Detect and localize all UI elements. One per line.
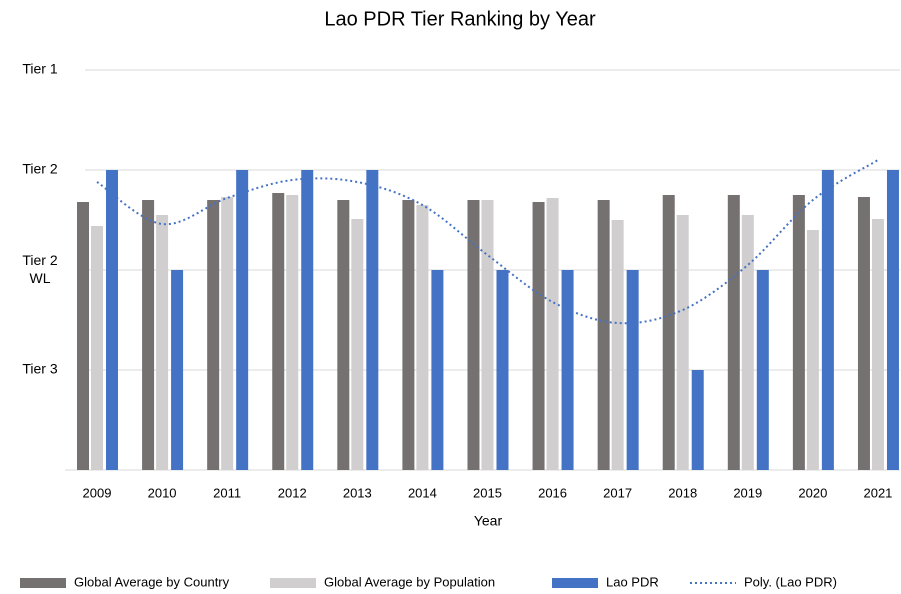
x-tick-label: 2012 <box>278 485 307 500</box>
bar <box>821 170 834 470</box>
y-tick-label-line: Tier 2 <box>22 252 57 268</box>
bar <box>301 170 314 470</box>
bar <box>351 219 364 470</box>
bar <box>366 170 379 470</box>
bar <box>272 193 285 470</box>
x-tick-label: 2016 <box>538 485 567 500</box>
bar <box>871 219 884 470</box>
bar <box>481 200 494 470</box>
bar <box>496 270 509 470</box>
legend-label: Global Average by Population <box>324 574 495 589</box>
bar <box>662 195 675 470</box>
bar <box>142 200 155 470</box>
bar <box>756 270 769 470</box>
bar <box>77 202 89 470</box>
x-tick-label: 2011 <box>213 485 241 500</box>
legend-label: Lao PDR <box>606 574 659 589</box>
x-tick-label: 2019 <box>733 485 762 500</box>
x-tick-label: 2015 <box>473 485 502 500</box>
bar <box>236 170 249 470</box>
legend-label: Global Average by Country <box>74 574 230 589</box>
bar <box>431 270 444 470</box>
bar <box>561 270 574 470</box>
y-tick-label: Tier 2 WL <box>22 252 57 286</box>
bar <box>532 202 545 470</box>
y-tick-label: Tier 1 <box>22 61 57 77</box>
x-tick-label: 2020 <box>798 485 827 500</box>
legend-label: Poly. (Lao PDR) <box>744 574 837 589</box>
bar <box>691 370 704 470</box>
legend-swatch <box>270 578 316 588</box>
bar <box>106 170 118 470</box>
x-tick-label: 2013 <box>343 485 372 500</box>
bar <box>221 197 234 470</box>
bar <box>626 270 639 470</box>
y-tick-label: Tier 2 <box>22 161 57 177</box>
bar <box>676 215 689 470</box>
bar <box>806 230 819 470</box>
bar <box>171 270 184 470</box>
y-tick-label: Tier 3 <box>22 361 57 377</box>
bar <box>597 200 610 470</box>
bar <box>416 205 429 470</box>
bar <box>402 200 415 470</box>
bar <box>727 195 740 470</box>
bar <box>337 200 350 470</box>
x-tick-label: 2009 <box>83 485 112 500</box>
bar <box>91 226 103 470</box>
bar <box>546 198 559 470</box>
bar <box>886 170 899 470</box>
bar <box>156 215 169 470</box>
x-tick-label: 2010 <box>148 485 177 500</box>
bar <box>857 197 870 470</box>
bar <box>467 200 480 470</box>
bar <box>611 220 624 470</box>
bar <box>286 195 299 470</box>
bar <box>792 195 805 470</box>
x-tick-label: 2021 <box>863 485 892 500</box>
x-axis-title: Year <box>474 513 503 529</box>
legend-swatch <box>552 578 598 588</box>
x-tick-label: 2018 <box>668 485 697 500</box>
x-tick-label: 2014 <box>408 485 437 500</box>
chart-title: Lao PDR Tier Ranking by Year <box>324 8 596 30</box>
x-tick-label: 2017 <box>603 485 632 500</box>
bar <box>207 200 220 470</box>
bar <box>741 215 754 470</box>
y-tick-label-line: WL <box>30 270 51 286</box>
legend-swatch <box>20 578 66 588</box>
